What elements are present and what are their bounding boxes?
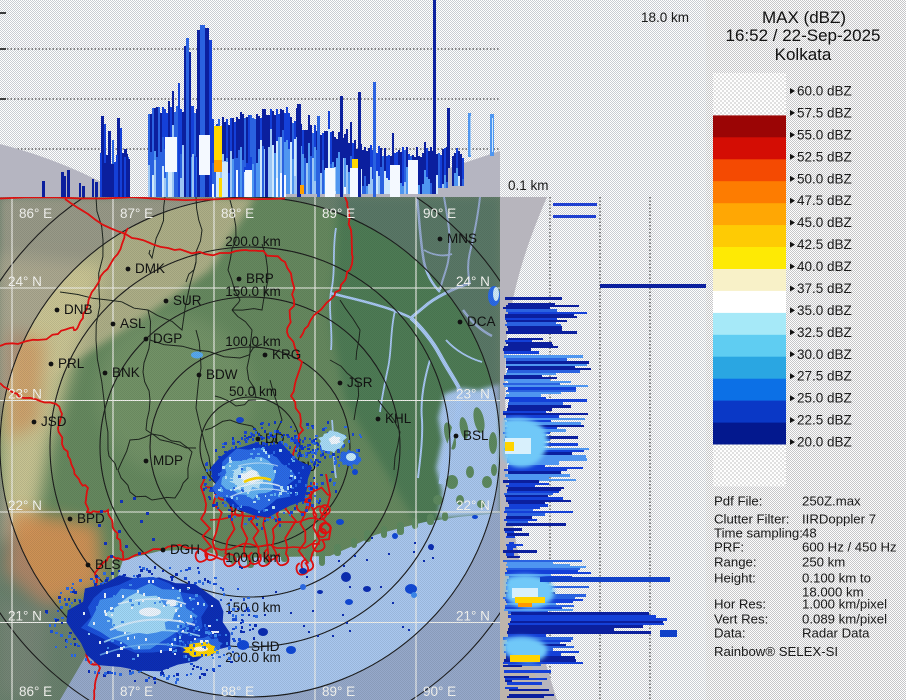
svg-text:Hor Res:: Hor Res: xyxy=(714,597,766,612)
svg-text:18.000 km: 18.000 km xyxy=(802,585,864,600)
svg-text:PRF:: PRF: xyxy=(714,540,744,555)
svg-text:18.0 km: 18.0 km xyxy=(641,10,689,25)
svg-text:40.0 dBZ: 40.0 dBZ xyxy=(797,259,852,274)
svg-text:22.5 dBZ: 22.5 dBZ xyxy=(797,413,852,428)
svg-text:32.5 dBZ: 32.5 dBZ xyxy=(797,325,852,340)
svg-text:37.5 dBZ: 37.5 dBZ xyxy=(797,281,852,296)
svg-text:Radar Data: Radar Data xyxy=(802,626,870,641)
svg-text:50.0 dBZ: 50.0 dBZ xyxy=(797,171,852,186)
svg-text:0.100 km to: 0.100 km to xyxy=(802,571,871,586)
svg-text:20.0 dBZ: 20.0 dBZ xyxy=(797,435,852,450)
svg-text:0.089 km/pixel: 0.089 km/pixel xyxy=(802,612,887,627)
svg-text:Height:: Height: xyxy=(714,571,756,586)
svg-text:16:52 / 22-Sep-2025: 16:52 / 22-Sep-2025 xyxy=(725,26,880,45)
svg-text:Pdf File:: Pdf File: xyxy=(714,494,762,509)
svg-text:Clutter Filter:: Clutter Filter: xyxy=(714,512,789,527)
svg-text:42.5 dBZ: 42.5 dBZ xyxy=(797,237,852,252)
svg-text:Data:: Data: xyxy=(714,626,746,641)
svg-text:250Z.max: 250Z.max xyxy=(802,494,861,509)
svg-text:Range:: Range: xyxy=(714,555,757,570)
svg-text:IIRDoppler 7: IIRDoppler 7 xyxy=(802,512,876,527)
svg-text:25.0 dBZ: 25.0 dBZ xyxy=(797,391,852,406)
svg-text:Kolkata: Kolkata xyxy=(775,45,832,64)
svg-text:48: 48 xyxy=(802,526,817,541)
svg-text:47.5 dBZ: 47.5 dBZ xyxy=(797,193,852,208)
svg-text:35.0 dBZ: 35.0 dBZ xyxy=(797,303,852,318)
svg-text:27.5 dBZ: 27.5 dBZ xyxy=(797,369,852,384)
svg-text:Vert Res:: Vert Res: xyxy=(714,612,768,627)
svg-text:MAX (dBZ): MAX (dBZ) xyxy=(762,8,846,27)
svg-text:1.000 km/pixel: 1.000 km/pixel xyxy=(802,597,887,612)
svg-text:Rainbow® SELEX-SI: Rainbow® SELEX-SI xyxy=(714,644,838,659)
svg-text:52.5 dBZ: 52.5 dBZ xyxy=(797,149,852,164)
svg-text:0.1 km: 0.1 km xyxy=(508,178,549,193)
svg-text:57.5 dBZ: 57.5 dBZ xyxy=(797,105,852,120)
svg-text:Time sampling:: Time sampling: xyxy=(714,526,803,541)
svg-text:55.0 dBZ: 55.0 dBZ xyxy=(797,127,852,142)
svg-text:30.0 dBZ: 30.0 dBZ xyxy=(797,347,852,362)
svg-text:45.0 dBZ: 45.0 dBZ xyxy=(797,215,852,230)
svg-text:600 Hz / 450 Hz: 600 Hz / 450 Hz xyxy=(802,540,897,555)
svg-text:250 km: 250 km xyxy=(802,555,845,570)
svg-text:60.0 dBZ: 60.0 dBZ xyxy=(797,84,852,99)
